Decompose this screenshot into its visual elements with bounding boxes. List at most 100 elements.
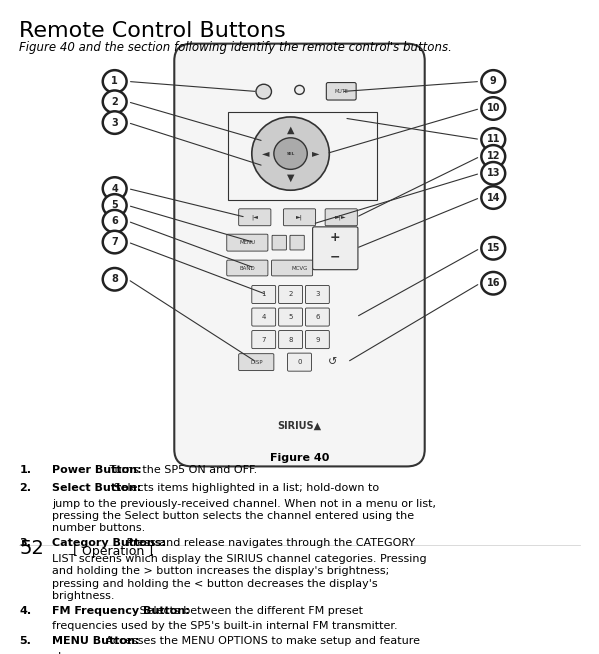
Text: BAND: BAND bbox=[240, 266, 256, 271]
Text: pressing and holding the < button decreases the display's: pressing and holding the < button decrea… bbox=[52, 579, 378, 589]
Circle shape bbox=[482, 70, 505, 93]
Text: Selects between the different FM preset: Selects between the different FM preset bbox=[135, 606, 362, 615]
Text: ◄: ◄ bbox=[262, 148, 269, 158]
FancyBboxPatch shape bbox=[227, 260, 268, 276]
Circle shape bbox=[482, 237, 505, 260]
Text: −: − bbox=[330, 250, 340, 263]
Text: Figure 40: Figure 40 bbox=[270, 453, 329, 464]
Circle shape bbox=[103, 194, 126, 216]
Text: MUTE: MUTE bbox=[334, 89, 348, 94]
FancyBboxPatch shape bbox=[271, 260, 313, 276]
Circle shape bbox=[482, 272, 505, 294]
Circle shape bbox=[482, 162, 505, 184]
Text: 5: 5 bbox=[111, 200, 118, 211]
FancyBboxPatch shape bbox=[290, 235, 304, 250]
FancyBboxPatch shape bbox=[288, 353, 311, 371]
Text: 1.: 1. bbox=[19, 465, 31, 475]
Text: 1: 1 bbox=[262, 292, 266, 298]
FancyBboxPatch shape bbox=[279, 330, 302, 349]
FancyBboxPatch shape bbox=[313, 227, 358, 269]
Text: Remote Control Buttons: Remote Control Buttons bbox=[19, 21, 286, 41]
FancyBboxPatch shape bbox=[305, 286, 329, 303]
Text: Power Button:: Power Button: bbox=[52, 465, 142, 475]
Text: 8: 8 bbox=[288, 337, 293, 343]
Circle shape bbox=[482, 97, 505, 120]
Text: 5.: 5. bbox=[19, 636, 31, 646]
Text: Figure 40 and the section following identify the remote control's buttons.: Figure 40 and the section following iden… bbox=[19, 41, 452, 54]
Text: ↺: ↺ bbox=[328, 357, 337, 367]
Text: 16: 16 bbox=[486, 278, 500, 288]
Circle shape bbox=[252, 117, 329, 190]
FancyBboxPatch shape bbox=[325, 209, 358, 226]
Text: MENU: MENU bbox=[240, 240, 256, 245]
Circle shape bbox=[103, 268, 126, 290]
Text: 52: 52 bbox=[19, 540, 44, 559]
Text: 7: 7 bbox=[111, 237, 118, 247]
Text: pressing the Select button selects the channel entered using the: pressing the Select button selects the c… bbox=[52, 511, 414, 521]
Circle shape bbox=[103, 90, 126, 113]
Text: MCVG: MCVG bbox=[291, 266, 308, 271]
FancyBboxPatch shape bbox=[174, 44, 425, 466]
Circle shape bbox=[274, 138, 307, 169]
Text: 9: 9 bbox=[490, 77, 497, 86]
Text: 11: 11 bbox=[486, 135, 500, 145]
Text: 0: 0 bbox=[297, 359, 302, 365]
Text: [ Operation ]: [ Operation ] bbox=[73, 545, 153, 559]
Text: jump to the previously-received channel. When not in a menu or list,: jump to the previously-received channel.… bbox=[52, 498, 436, 509]
Text: Select Button:: Select Button: bbox=[52, 483, 141, 492]
Text: 9: 9 bbox=[315, 337, 320, 343]
Text: ►: ► bbox=[312, 148, 319, 158]
FancyBboxPatch shape bbox=[272, 235, 286, 250]
Text: and holding the > button increases the display's brightness;: and holding the > button increases the d… bbox=[52, 566, 389, 576]
Text: 7: 7 bbox=[262, 337, 266, 343]
Text: 2: 2 bbox=[111, 97, 118, 107]
Text: FM Frequency Button:: FM Frequency Button: bbox=[52, 606, 190, 615]
Text: ▲: ▲ bbox=[287, 125, 294, 135]
Circle shape bbox=[103, 177, 126, 200]
Text: ►|►: ►|► bbox=[335, 215, 347, 220]
Text: 2.: 2. bbox=[19, 483, 31, 492]
Text: MENU Button:: MENU Button: bbox=[52, 636, 140, 646]
FancyBboxPatch shape bbox=[326, 82, 356, 100]
Text: 3: 3 bbox=[315, 292, 320, 298]
Circle shape bbox=[295, 86, 304, 94]
Circle shape bbox=[256, 84, 271, 99]
Text: +: + bbox=[330, 230, 341, 243]
Text: 14: 14 bbox=[486, 192, 500, 203]
Text: 4: 4 bbox=[262, 314, 266, 320]
Circle shape bbox=[103, 70, 126, 93]
Circle shape bbox=[103, 231, 126, 253]
FancyBboxPatch shape bbox=[279, 308, 302, 326]
FancyBboxPatch shape bbox=[305, 330, 329, 349]
Text: frequencies used by the SP5's built-in internal FM transmitter.: frequencies used by the SP5's built-in i… bbox=[52, 621, 398, 631]
Text: 4: 4 bbox=[111, 184, 118, 194]
Text: 10: 10 bbox=[486, 103, 500, 114]
Text: 6: 6 bbox=[315, 314, 320, 320]
Text: ►|: ►| bbox=[296, 215, 303, 220]
Text: |◄: |◄ bbox=[252, 215, 258, 220]
Text: number buttons.: number buttons. bbox=[52, 523, 146, 534]
FancyBboxPatch shape bbox=[305, 308, 329, 326]
Text: changes.: changes. bbox=[52, 652, 102, 654]
Text: SIRIUS▲: SIRIUS▲ bbox=[277, 421, 322, 430]
Text: 8: 8 bbox=[111, 274, 118, 284]
FancyBboxPatch shape bbox=[227, 234, 268, 251]
Text: 3.: 3. bbox=[19, 538, 31, 548]
Text: 6: 6 bbox=[111, 216, 118, 226]
Text: DISP: DISP bbox=[250, 360, 263, 365]
Text: ▼: ▼ bbox=[287, 173, 294, 182]
Text: Turns the SP5 ON and OFF.: Turns the SP5 ON and OFF. bbox=[107, 465, 258, 475]
Text: 3: 3 bbox=[111, 118, 118, 128]
FancyBboxPatch shape bbox=[252, 308, 276, 326]
FancyBboxPatch shape bbox=[238, 354, 274, 371]
Text: 5: 5 bbox=[288, 314, 293, 320]
Text: brightness.: brightness. bbox=[52, 591, 114, 601]
Text: Press and release navigates through the CATEGORY: Press and release navigates through the … bbox=[123, 538, 415, 548]
Text: LIST screens which display the SIRIUS channel categories. Pressing: LIST screens which display the SIRIUS ch… bbox=[52, 554, 426, 564]
Circle shape bbox=[482, 145, 505, 167]
Text: Accesses the MENU OPTIONS to make setup and feature: Accesses the MENU OPTIONS to make setup … bbox=[102, 636, 420, 646]
FancyBboxPatch shape bbox=[283, 209, 316, 226]
FancyBboxPatch shape bbox=[252, 330, 276, 349]
Text: 13: 13 bbox=[486, 168, 500, 179]
Text: 4.: 4. bbox=[19, 606, 31, 615]
